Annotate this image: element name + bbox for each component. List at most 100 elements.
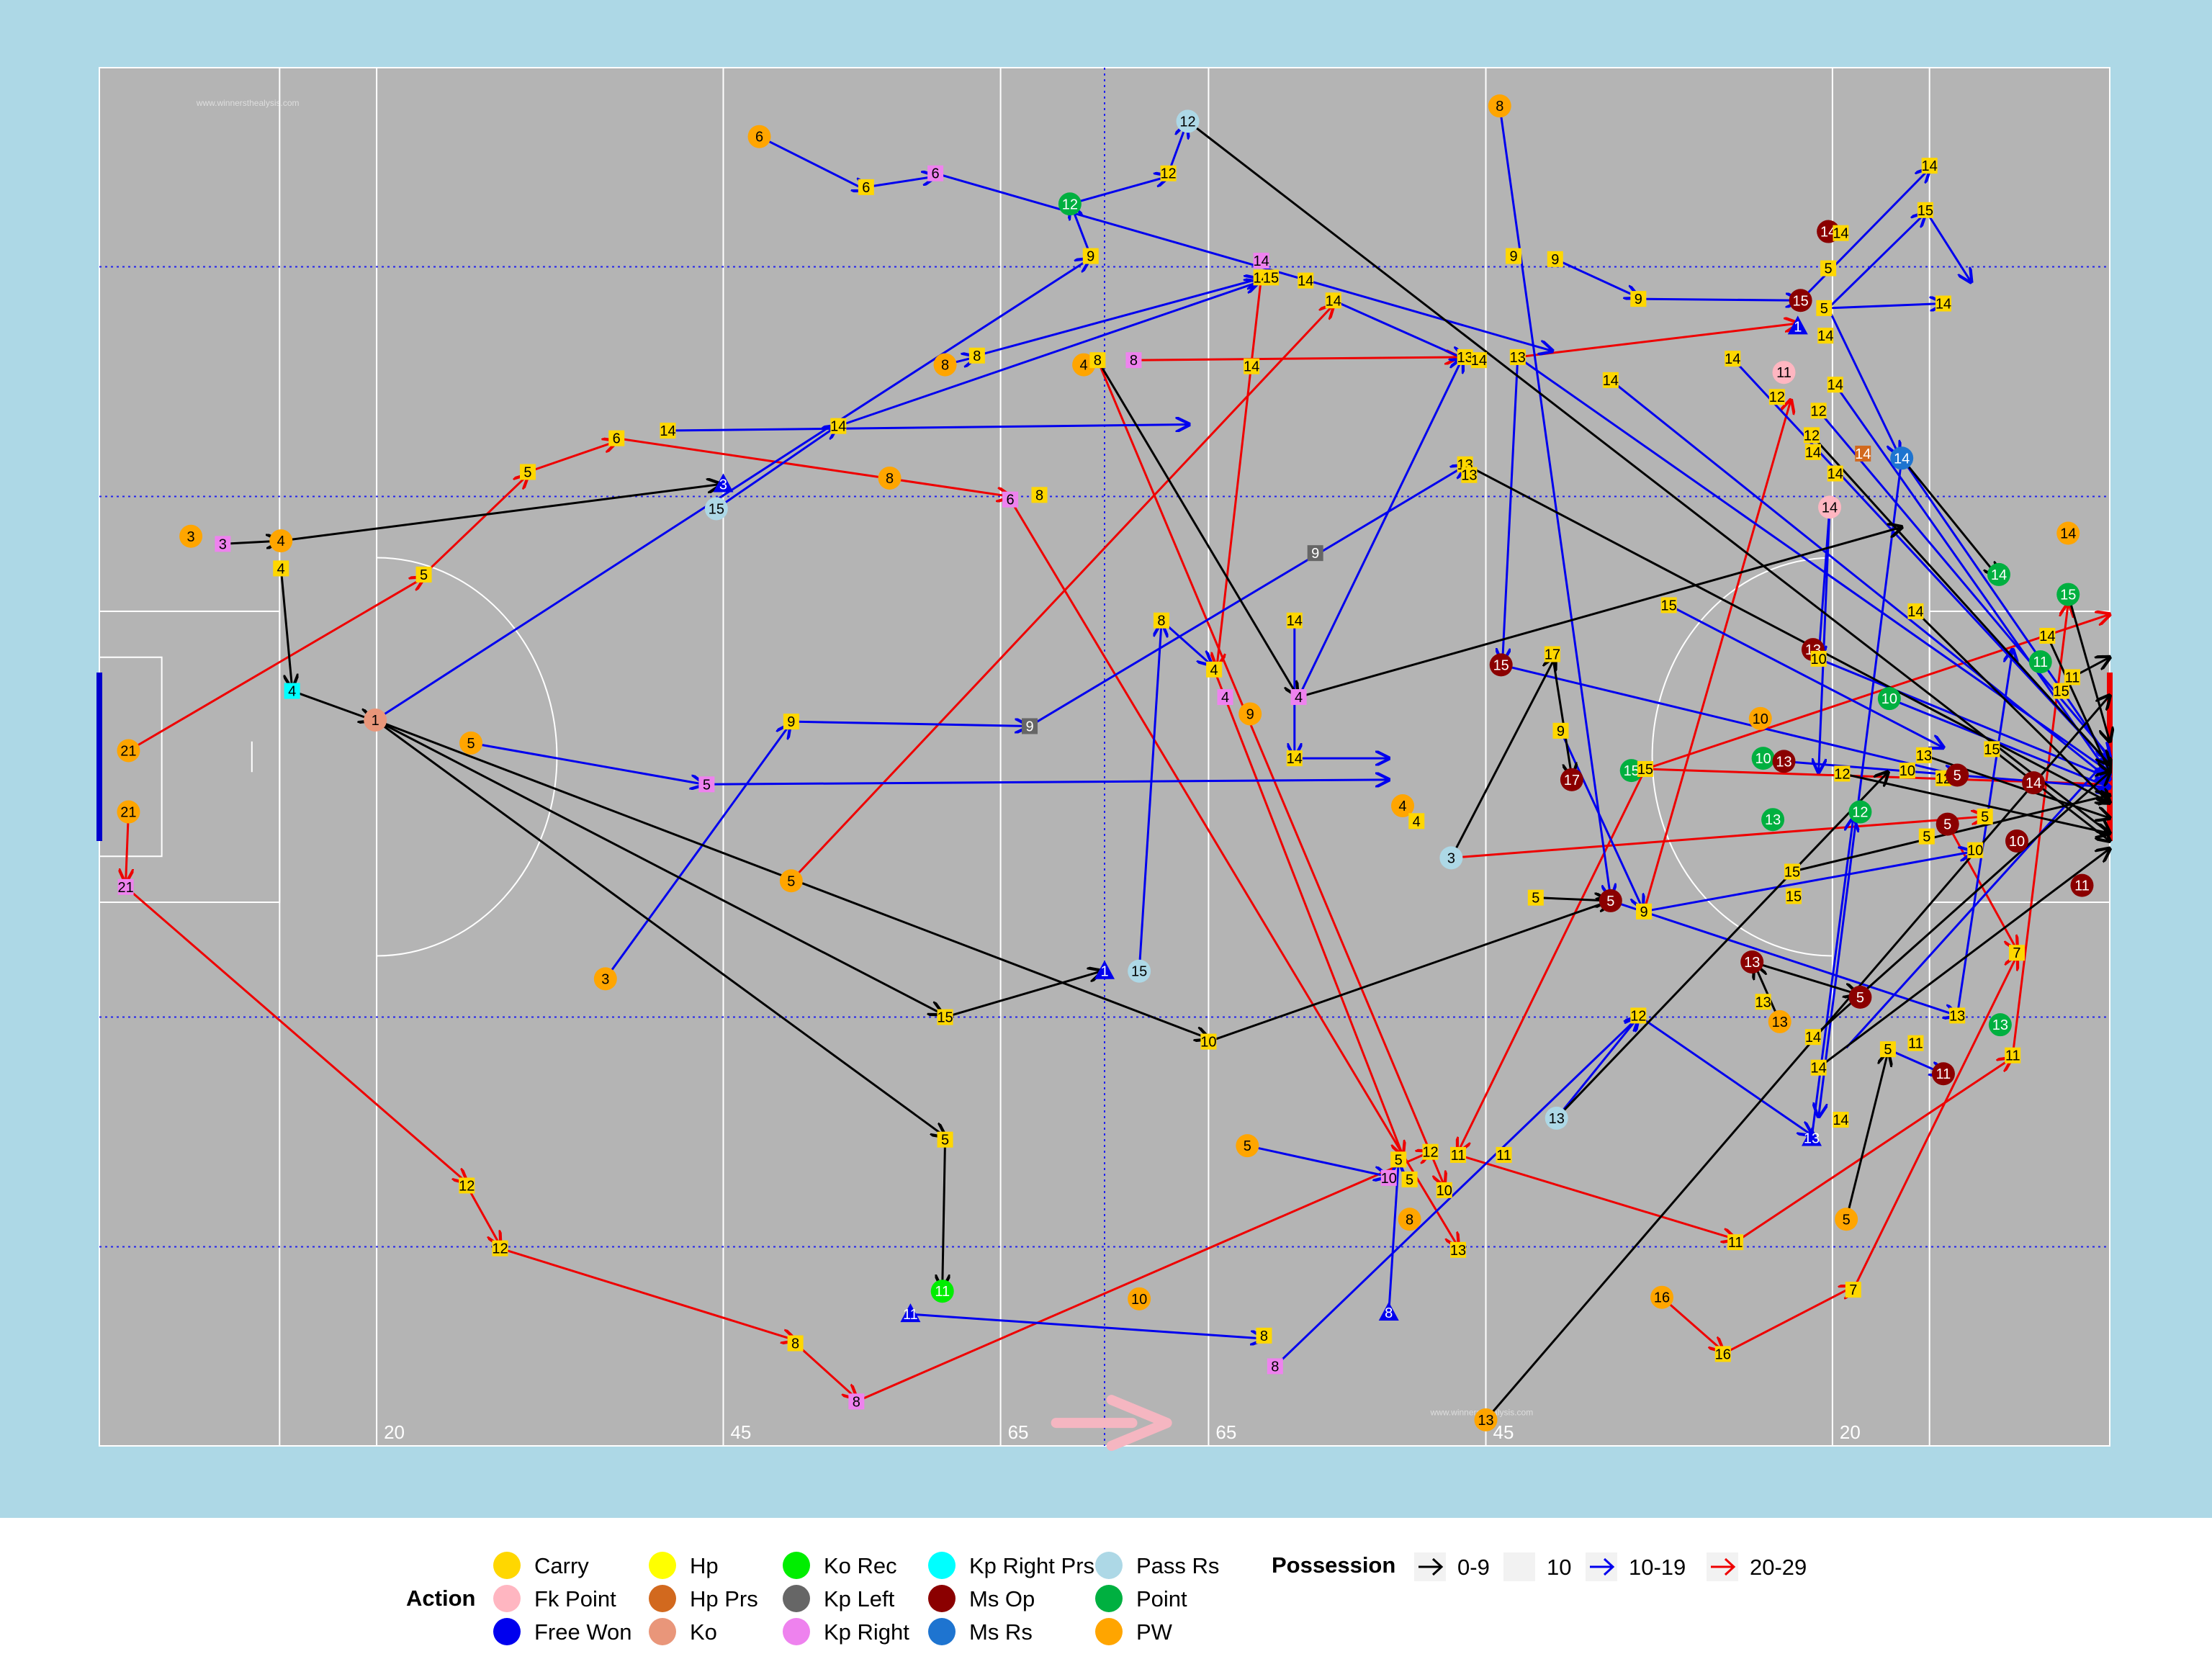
marker-number: 11	[903, 1307, 918, 1323]
pass-arrow	[127, 577, 423, 752]
marker-number: 8	[791, 1336, 799, 1352]
action-marker: 8	[1267, 1358, 1283, 1375]
action-marker: 12	[1630, 1007, 1646, 1024]
pass-arrow	[1451, 817, 1984, 859]
marker-number: 14	[830, 419, 846, 435]
marker-square	[1810, 1059, 1827, 1076]
legend-swatch	[928, 1618, 956, 1645]
pass-arrow	[1609, 379, 2110, 780]
marker-number: 6	[613, 431, 621, 447]
action-marker: 11	[1450, 1146, 1467, 1164]
marker-circle	[459, 731, 483, 755]
marker-number: 13	[1949, 1008, 1965, 1024]
marker-number: 12	[1630, 1008, 1646, 1024]
marker-number: 9	[1551, 252, 1559, 268]
marker-circle	[779, 869, 803, 893]
action-marker: 3	[215, 536, 231, 552]
marker-number: 10	[1899, 763, 1915, 779]
marker-square	[1450, 1146, 1467, 1163]
marker-square	[1206, 661, 1223, 678]
marker-square	[830, 418, 847, 434]
marker-number: 11	[2065, 670, 2080, 685]
marker-square	[1547, 251, 1563, 267]
legend-key-box	[1503, 1552, 1535, 1581]
marker-number: 4	[277, 561, 285, 577]
pass-arrow	[1503, 356, 1519, 662]
marker-number: 6	[862, 180, 870, 196]
marker-square	[1153, 612, 1169, 629]
action-marker: 5	[1390, 1151, 1407, 1168]
action-marker: 5	[1936, 812, 1959, 836]
marker-circle	[878, 466, 902, 490]
action-marker: 13	[1510, 349, 1526, 366]
marker-number: 11	[1451, 1148, 1466, 1164]
marker-circle	[1987, 562, 2010, 586]
marker-number: 13	[1744, 955, 1760, 971]
pass-arrow	[1751, 961, 1857, 994]
marker-circle	[1560, 768, 1583, 791]
marker-number: 8	[1157, 613, 1165, 629]
marker-circle	[1488, 94, 1511, 118]
marker-square	[787, 1335, 804, 1352]
action-marker: 3	[713, 473, 734, 493]
marker-number: 5	[1954, 768, 1961, 784]
action-marker: 15	[1984, 741, 2000, 757]
marker-number: 14	[1287, 613, 1303, 629]
marker-number: 12	[1160, 166, 1176, 182]
action-marker: 5	[1835, 1208, 1858, 1231]
legend-item: Ko Rec	[783, 1552, 897, 1579]
marker-number: 15	[1661, 598, 1677, 613]
marker-number: 5	[1856, 990, 1864, 1006]
marker-square	[698, 776, 715, 793]
marker-number: 14	[1855, 446, 1871, 462]
marker-number: 13	[1510, 350, 1526, 366]
pass-arrow	[1551, 654, 1572, 777]
pass-arrow	[470, 742, 703, 784]
marker-square	[1921, 158, 1938, 174]
marker-number: 13	[1765, 812, 1781, 828]
action-marker: 14	[1827, 377, 1843, 393]
marker-number: 5	[1825, 261, 1833, 277]
legend-item: Kp Right Prs	[928, 1552, 1094, 1579]
marker-number: 5	[1943, 817, 1951, 833]
action-marker: 14	[1936, 295, 1951, 313]
action-marker: 1	[1094, 960, 1115, 980]
marker-square	[1984, 741, 2000, 757]
marker-number: 14	[1603, 373, 1619, 389]
action-marker: 10	[1128, 1287, 1151, 1310]
marker-number: 9	[1557, 724, 1565, 739]
action-marker: 12	[1176, 109, 1200, 133]
marker-circle	[933, 353, 957, 377]
legend-swatch	[783, 1552, 810, 1579]
marker-number: 4	[1413, 814, 1421, 830]
pass-arrow	[935, 172, 1552, 351]
marker-square	[1506, 248, 1522, 264]
marker-number: 11	[935, 1284, 950, 1300]
marker-circle	[1740, 950, 1764, 974]
action-marker: 17	[1560, 768, 1583, 791]
legend-item: PW	[1095, 1618, 1173, 1645]
marker-circle	[593, 967, 617, 991]
marker-square	[1714, 1346, 1731, 1362]
marker-square	[1217, 689, 1233, 706]
action-marker: 4	[273, 560, 289, 577]
action-marker: 17	[1545, 646, 1560, 663]
action-marker: 15	[704, 497, 728, 521]
action-marker: 4	[1390, 794, 1414, 818]
marker-number: 8	[1094, 353, 1102, 369]
legend-label: 10-19	[1629, 1555, 1686, 1580]
marker-number: 14	[1922, 158, 1938, 174]
action-marker: 10	[1899, 763, 1915, 779]
marker-number: 14	[1287, 751, 1303, 767]
marker-circle	[2056, 583, 2080, 606]
marker-square	[1552, 722, 1569, 739]
marker-number: 13	[1755, 994, 1771, 1010]
legend-label: Kp Left	[824, 1586, 895, 1611]
pass-arrow	[1501, 663, 1957, 775]
pass-arrow	[706, 780, 1388, 784]
marker-square	[1727, 1234, 1744, 1251]
action-marker: 14	[1833, 225, 1849, 242]
action-marker: 6	[747, 125, 771, 148]
action-marker: 5	[1848, 985, 1872, 1009]
action-marker: 12	[1848, 800, 1872, 824]
